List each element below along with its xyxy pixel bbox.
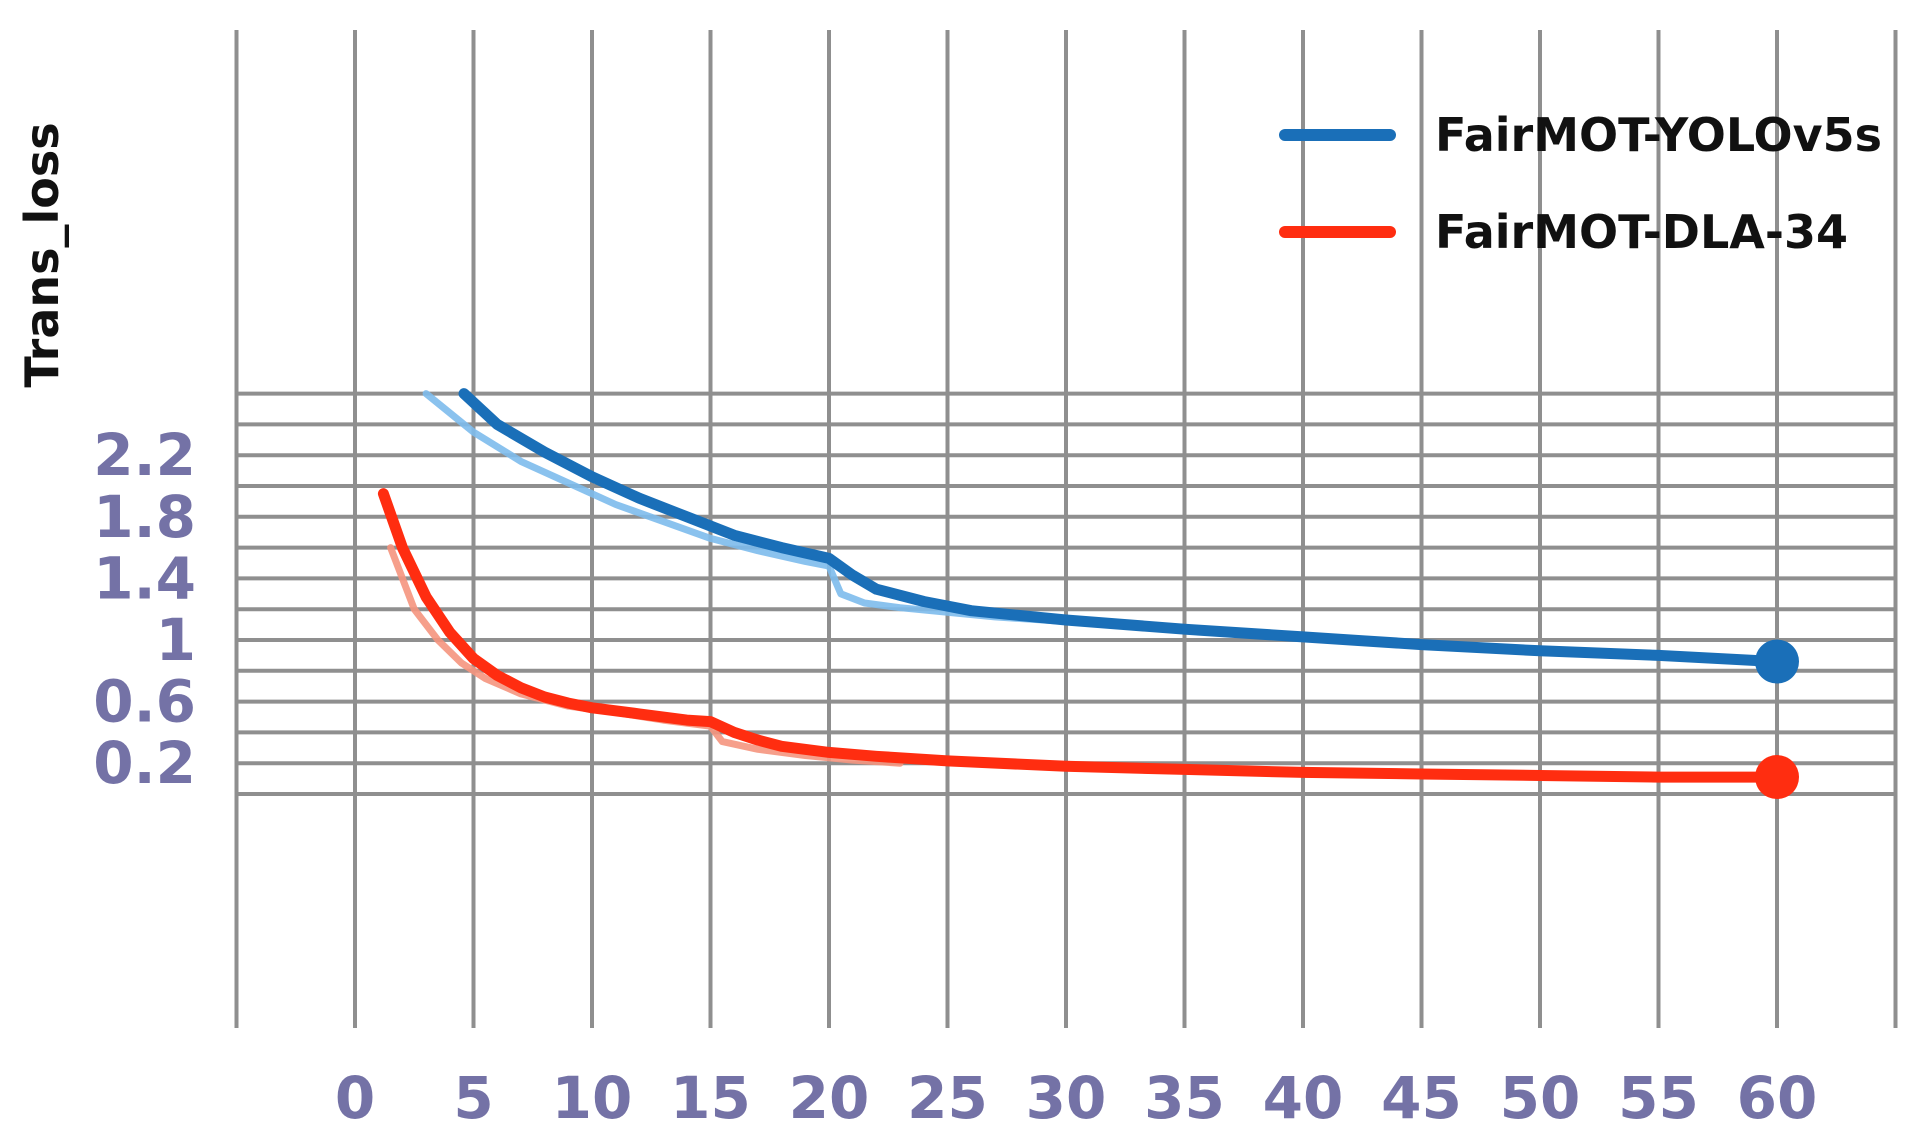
series-end-marker-dla34 [1755,755,1799,800]
series-end-marker-yolov5s [1755,639,1799,684]
x-tick-label: 45 [1381,1064,1462,1132]
y-tick-label: 0.2 [93,729,196,797]
series-line-yolov5s [458,388,1783,668]
x-tick-label: 20 [789,1064,870,1132]
x-tick-labels: 0 5 10 15 20 25 30 35 40 45 50 55 60 [335,1064,1818,1132]
x-tick-label: 50 [1500,1064,1581,1132]
legend: FairMOT-YOLOv5s FairMOT-DLA-34 [1279,108,1882,259]
x-tick-label: 55 [1618,1064,1699,1132]
x-tick-label: 10 [552,1064,633,1132]
series-line-dla34 [377,488,1783,783]
x-tick-label: 35 [1144,1064,1225,1132]
x-tick-label: 60 [1737,1064,1818,1132]
y-tick-label: 0.6 [93,668,196,736]
x-tick-label: 0 [335,1064,375,1132]
y-tick-label: 1.4 [93,544,196,612]
y-tick-label: 1.8 [93,483,196,551]
y-tick-label: 1 [156,606,196,674]
grid [234,30,1898,1028]
y-tick-labels: 0.20.611.41.82.2 [93,421,196,797]
y-tick-label: 2.2 [93,421,196,489]
series-line-light-yolov5s [422,390,1070,625]
x-tick-label: 5 [453,1064,493,1132]
y-axis-label: Trans_loss [15,122,69,387]
series-lines [377,388,1799,800]
legend-label-yolov5s: FairMOT-YOLOv5s [1435,108,1882,162]
x-tick-label: 40 [1263,1064,1344,1132]
x-tick-label: 30 [1026,1064,1107,1132]
legend-label-dla34: FairMOT-DLA-34 [1435,205,1848,259]
x-tick-label: 15 [670,1064,751,1132]
x-tick-label: 25 [907,1064,988,1132]
